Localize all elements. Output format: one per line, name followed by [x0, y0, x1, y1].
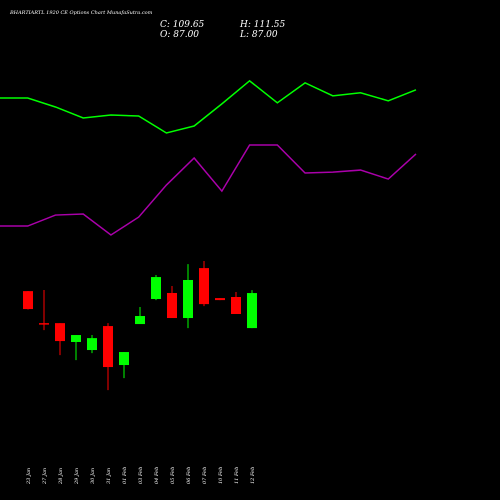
stat-low: L: 87.00 — [239, 30, 278, 40]
x-tick-label: 23 Jan — [26, 468, 32, 485]
candle-body — [167, 292, 177, 319]
candle-body — [23, 291, 33, 310]
x-tick-label: 04 Feb — [154, 467, 160, 484]
candle-body — [135, 316, 145, 325]
stat-close: C: 109.65 — [160, 20, 205, 30]
candle-body — [183, 279, 193, 319]
x-tick-label: 29 Jan — [74, 468, 80, 485]
x-tick-label: 10 Feb — [218, 467, 224, 484]
x-tick-label: 28 Jan — [58, 468, 64, 485]
candle-body — [119, 352, 129, 366]
x-tick-label: 03 Feb — [138, 467, 144, 484]
candle-body — [247, 293, 257, 329]
chart-title: BHARTIARTL 1920 CE Options Chart MunafaS… — [9, 10, 153, 16]
candle-body — [71, 335, 81, 342]
x-tick-label: 12 Feb — [250, 467, 256, 484]
candle-body — [103, 326, 113, 368]
x-tick-label: 31 Jan — [106, 468, 112, 484]
x-tick-label: 05 Feb — [170, 467, 176, 484]
x-tick-label: 07 Feb — [202, 467, 208, 484]
candle-body — [87, 338, 97, 351]
indicator-line — [0, 79, 417, 134]
x-tick-label: 01 Feb — [122, 467, 128, 484]
x-tick-label: 30 Jan — [90, 468, 96, 484]
candle-body — [39, 323, 49, 325]
candle-body — [215, 298, 225, 301]
indicator-line — [0, 144, 417, 236]
x-tick-label: 11 Feb — [234, 467, 240, 484]
x-tick-label: 06 Feb — [186, 467, 192, 484]
candle-body — [55, 323, 65, 342]
stat-open: O: 87.00 — [160, 30, 199, 40]
candle-body — [199, 268, 209, 305]
candle-body — [231, 297, 241, 315]
candle-body — [151, 277, 161, 300]
stat-high: H: 111.55 — [239, 20, 286, 30]
x-tick-label: 27 Jan — [42, 468, 48, 485]
